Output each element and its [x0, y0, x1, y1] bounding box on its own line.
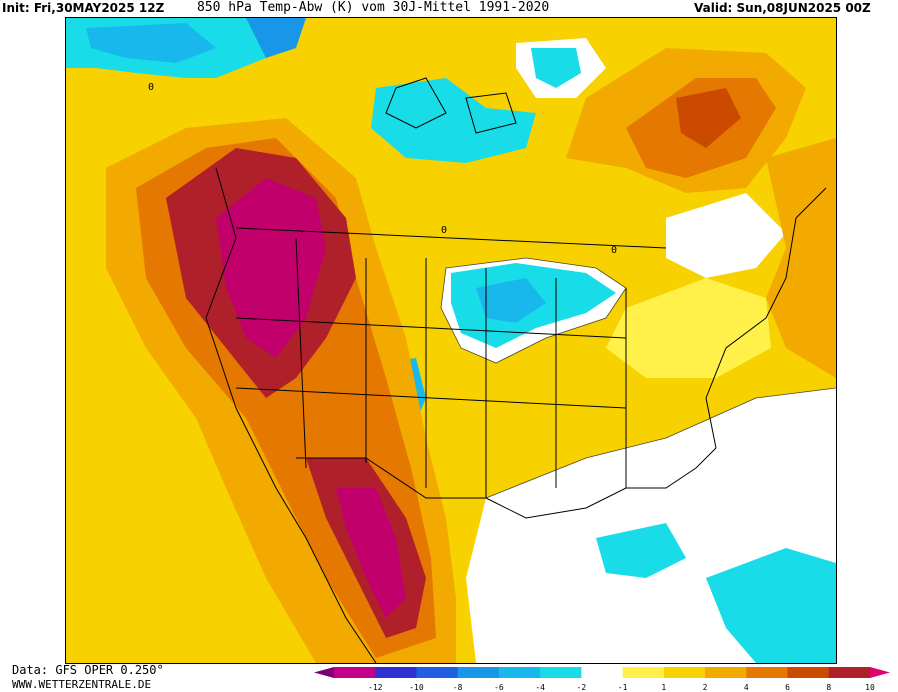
anomaly-warm-eastus: [606, 278, 771, 378]
contour-label: 0: [611, 245, 617, 256]
anomaly-neutral-newengland: [666, 193, 786, 278]
legend-arrow-low: [314, 667, 334, 678]
east-coastline: [705, 187, 827, 449]
data-source-label: Data: GFS OPER 0.250°: [12, 663, 164, 677]
anomaly-cool-nw-inner: [86, 23, 216, 63]
anomaly-cool-gulf: [596, 523, 686, 578]
legend-arrow-high: [870, 667, 890, 678]
state-boundaries: [235, 237, 627, 498]
anomaly-cool-midwest-core: [476, 278, 546, 323]
legend-swatch: [663, 667, 706, 678]
contour-zero-midwest: [440, 257, 627, 364]
legend-swatch: [787, 667, 830, 678]
legend-swatch: [498, 667, 541, 678]
footer-credits: Data: GFS OPER 0.250° WWW.WETTERZENTRALE…: [12, 664, 164, 691]
us-mexico-border: [296, 457, 486, 499]
legend-tick-label: 10: [865, 683, 875, 692]
legend-colorbar: -12-10-8-6-4-2-1124681012: [314, 667, 890, 692]
legend-swatch: [334, 667, 376, 678]
west-coastline: [205, 167, 377, 663]
valid-time: Valid: Sun,08JUN2025 00Z: [694, 1, 871, 15]
legend-swatch: [828, 667, 871, 678]
anomaly-cool-central-canada: [371, 78, 536, 163]
anomaly-contours: [440, 257, 836, 499]
anomaly-warm-northeast-peak: [676, 88, 741, 148]
legend-tick-label: -12: [368, 683, 383, 692]
legend-tick-label: 1: [661, 683, 666, 692]
color-legend: -12-10-8-6-4-2-1124681012: [312, 665, 892, 692]
map-header: Init: Fri,30MAY2025 12Z 850 hPa Temp-Abw…: [0, 0, 898, 18]
contour-label: 0: [148, 82, 154, 93]
legend-swatch: [375, 667, 417, 678]
geographic-boundaries: [205, 77, 827, 663]
legend-tick-label: -10: [409, 683, 424, 692]
legend-swatch: [416, 667, 459, 678]
legend-tick-label: 8: [826, 683, 831, 692]
legend-swatch: [705, 667, 747, 678]
anomaly-cool-nw-core: [246, 18, 306, 58]
init-time: Init: Fri,30MAY2025 12Z: [2, 1, 165, 15]
legend-swatch: [540, 667, 582, 678]
legend-tick-label: 4: [744, 683, 749, 692]
legend-swatch: [457, 667, 500, 678]
us-canada-border: [235, 227, 667, 249]
contour-zero-southeast: [485, 387, 836, 499]
legend-swatch: [581, 667, 624, 678]
legend-tick-label: 6: [785, 683, 790, 692]
map-title: 850 hPa Temp-Abw (K) vom 30J-Mittel 1991…: [197, 0, 550, 15]
website-label: WWW.WETTERZENTRALE.DE: [12, 678, 152, 691]
legend-tick-label: -8: [453, 683, 463, 692]
legend-tick-label: -2: [577, 683, 587, 692]
contour-label: 0: [441, 225, 447, 236]
legend-tick-label: -1: [618, 683, 628, 692]
temperature-anomaly-map: 0 0 0: [65, 17, 837, 664]
legend-tick-label: -4: [535, 683, 545, 692]
legend-tick-label: 2: [703, 683, 708, 692]
legend-tick-label: -6: [494, 683, 504, 692]
anomaly-warm-west-max: [216, 178, 326, 358]
anomaly-cool-caribbean: [706, 548, 836, 663]
legend-swatch: [622, 667, 665, 678]
anomaly-warm-mexico-max: [336, 488, 406, 618]
anomaly-warm-atlantic: [766, 138, 836, 378]
anomaly-cool-hudson: [531, 48, 581, 88]
lake-outlines: [385, 77, 517, 134]
map-canvas: 0 0 0: [66, 18, 836, 663]
legend-swatch: [746, 667, 789, 678]
